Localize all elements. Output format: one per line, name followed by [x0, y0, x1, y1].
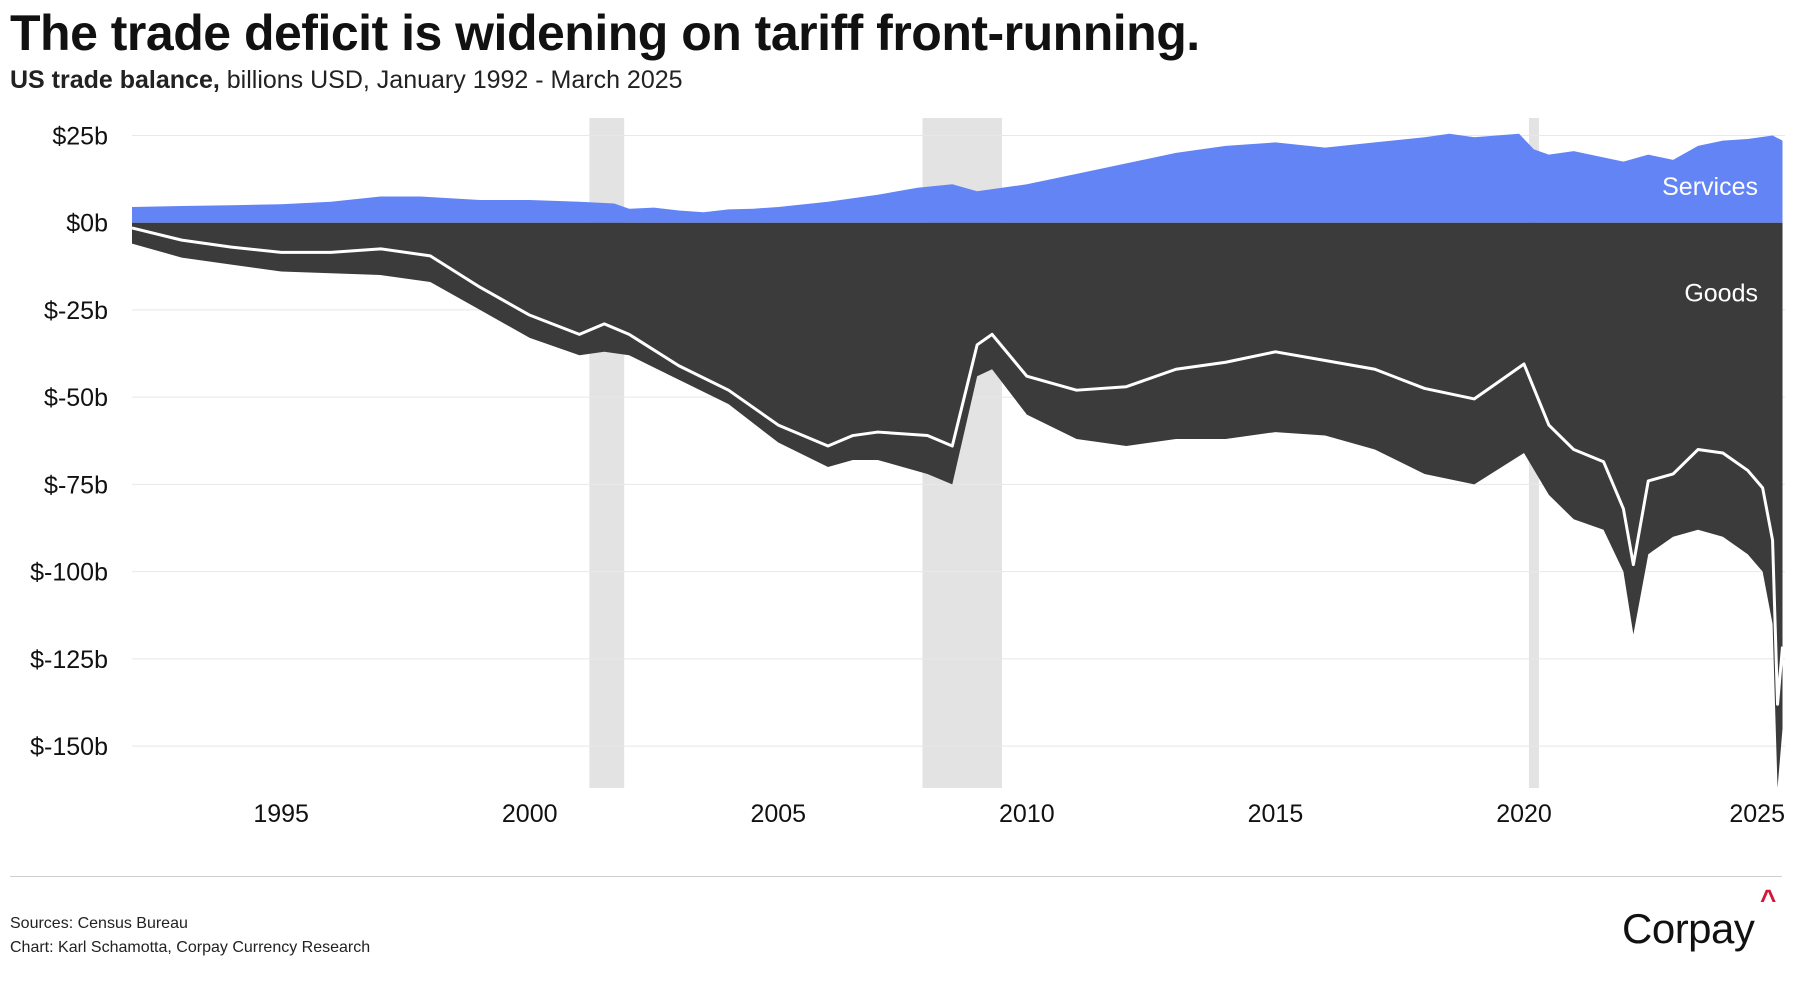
brand-logo: Corpay: [1622, 905, 1755, 952]
y-tick-label: $25b: [52, 122, 108, 150]
footer-divider: [10, 876, 1782, 877]
x-axis: 1995 2000 2005 2010 2015 2020 2025: [253, 800, 1785, 828]
y-tick-label: $-75b: [44, 471, 108, 499]
sources-line: Sources: Census Bureau: [10, 915, 188, 932]
x-tick-label: 1995: [253, 800, 309, 828]
series-label-goods: Goods: [1684, 279, 1758, 307]
brand-caret-icon: ^: [1760, 884, 1777, 915]
y-tick-label: $-25b: [44, 297, 108, 325]
x-tick-label: 2010: [999, 800, 1055, 828]
credit-line: Chart: Karl Schamotta, Corpay Currency R…: [10, 939, 371, 956]
x-tick-label: 2005: [750, 800, 806, 828]
chart-title: The trade deficit is widening on tariff …: [10, 5, 1200, 61]
x-tick-label: 2015: [1248, 800, 1304, 828]
y-axis: $25b $0b $-25b $-50b $-75b $-100b $-125b $-150b: [30, 122, 108, 761]
subtitle-strong: US trade balance,: [10, 66, 220, 94]
footer-sources: Sources: Census Bureau Chart: Karl Scham…: [10, 912, 370, 960]
series-area-goods: [132, 222, 1783, 788]
y-tick-label: $-150b: [30, 733, 108, 761]
y-tick-label: $-50b: [44, 384, 108, 412]
subtitle-rest: billions USD, January 1992 - March 2025: [219, 66, 683, 94]
y-tick-label: $0b: [66, 210, 108, 238]
y-tick-label: $-100b: [30, 559, 108, 587]
chart-subtitle: US trade balance, billions USD, January …: [10, 66, 683, 95]
line-layer: [131, 226, 1785, 706]
x-tick-label: 2025: [1729, 800, 1785, 828]
y-tick-label: $-125b: [30, 646, 108, 674]
series-area-services: [132, 133, 1783, 223]
series-labels: Services Goods: [1662, 173, 1758, 307]
area-layer: [132, 133, 1783, 788]
x-tick-label: 2000: [502, 800, 558, 828]
x-tick-label: 2020: [1496, 800, 1552, 828]
series-label-services: Services: [1662, 173, 1758, 201]
series-line-total: [131, 226, 1785, 706]
